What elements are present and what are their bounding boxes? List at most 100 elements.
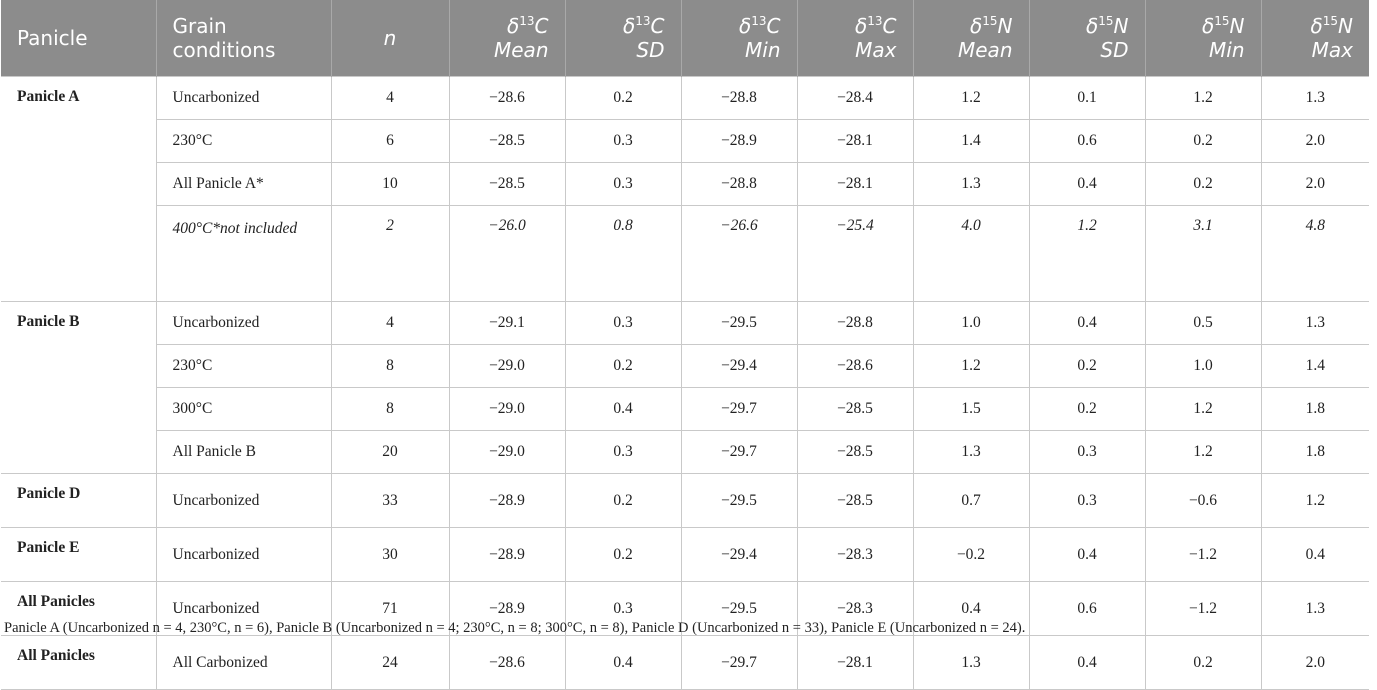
value-cell-c-max: −28.3 xyxy=(796,581,914,636)
condition-cell: Uncarbonized xyxy=(155,473,332,528)
table-body: Panicle A Uncarbonized 4 −28.6 0.2 −28.8 −28.4… xyxy=(1,76,1369,690)
condition-cell: Uncarbonized xyxy=(155,581,332,636)
panicle-cell: All Panicles xyxy=(1,581,157,636)
value-cell-n-max: 1.4 xyxy=(1260,344,1369,388)
condition-cell: 230°C xyxy=(155,344,332,388)
value-cell-c-sd: 0.3 xyxy=(564,162,682,206)
header-el: C xyxy=(882,14,897,38)
value-cell-c-sd: 0.2 xyxy=(564,344,682,388)
value-cell-c-max: −28.3 xyxy=(796,527,914,582)
value-cell-n: 24 xyxy=(330,635,450,690)
value-cell-c-sd: 0.2 xyxy=(564,473,682,528)
header-panicle: Panicle xyxy=(1,0,156,77)
header-el: N xyxy=(1338,14,1353,38)
header-sym: δ xyxy=(970,14,983,38)
header-el: C xyxy=(766,14,781,38)
value-cell-c-min: −29.4 xyxy=(680,527,798,582)
header-d13c-max: δ13C Max xyxy=(796,0,913,77)
value-cell-n: 6 xyxy=(330,119,450,163)
value-cell-n-max: 1.8 xyxy=(1260,387,1369,431)
value-cell-c-mean: −28.9 xyxy=(448,581,566,636)
value-cell-c-min: −29.5 xyxy=(680,473,798,528)
value-cell-n-sd: 0.4 xyxy=(1028,301,1146,345)
value-cell-n-mean: −0.2 xyxy=(912,527,1030,582)
value-cell-c-min: −28.8 xyxy=(680,76,798,120)
value-cell-c-sd: 0.2 xyxy=(564,76,682,120)
value-cell-n-mean: 0.7 xyxy=(912,473,1030,528)
value-cell-c-mean: −29.0 xyxy=(448,344,566,388)
value-cell-n-min: 1.2 xyxy=(1144,76,1262,120)
header-el: C xyxy=(534,14,549,38)
header-iso: 15 xyxy=(1214,14,1230,28)
header-grain-conditions-line1: Grain xyxy=(172,14,227,38)
value-cell-c-min: −29.7 xyxy=(680,635,798,690)
value-cell-n-sd: 0.1 xyxy=(1028,76,1146,120)
header-el: N xyxy=(1113,14,1129,38)
value-cell-c-sd: 0.3 xyxy=(564,301,682,345)
condition-cell: All Panicle B xyxy=(155,430,332,474)
header-stat: Min xyxy=(1209,38,1245,62)
table-row: 230°C 6 −28.5 0.3 −28.9 −28.1 1.4 0.6 0.2 2.0 xyxy=(1,119,1369,163)
condition-cell: All Carbonized xyxy=(155,635,332,690)
value-cell-c-mean: −28.9 xyxy=(448,527,566,582)
table-row: 400°C*not included 2 −26.0 0.8 −26.6 −25.4 4.0… xyxy=(1,205,1369,302)
value-cell-c-mean: −28.5 xyxy=(448,119,566,163)
value-cell-n-max: 0.4 xyxy=(1260,527,1369,582)
value-cell-c-max: −28.5 xyxy=(796,387,914,431)
value-cell-c-mean: −29.0 xyxy=(448,387,566,431)
header-d15n-mean: δ15N Mean xyxy=(912,0,1029,77)
value-cell-c-sd: 0.3 xyxy=(564,119,682,163)
header-stat: Max xyxy=(1311,38,1353,62)
value-cell-n-min: −1.2 xyxy=(1144,581,1262,636)
header-grain-conditions-line2: conditions xyxy=(172,38,276,62)
value-cell-n-max: 2.0 xyxy=(1260,635,1369,690)
value-cell-n-max: 1.2 xyxy=(1260,473,1369,528)
header-iso: 13 xyxy=(519,14,535,28)
header-row: Panicle Grain conditions n δ13C Mean δ13… xyxy=(1,0,1369,77)
panicle-cell: All Panicles xyxy=(1,635,157,690)
value-cell-n-max: 2.0 xyxy=(1260,162,1369,206)
value-cell-c-mean: −29.0 xyxy=(448,430,566,474)
value-cell-n-mean: 1.3 xyxy=(912,635,1030,690)
value-cell-c-mean: −28.9 xyxy=(448,473,566,528)
panicle-cell: Panicle A xyxy=(1,76,157,302)
value-cell-n-mean: 4.0 xyxy=(912,205,1030,302)
panicle-cell: Panicle E xyxy=(1,527,157,582)
value-cell-c-max: −28.1 xyxy=(796,119,914,163)
table-row: All Panicles All Carbonized 24 −28.6 0.4 −29.… xyxy=(1,635,1369,690)
value-cell-c-min: −28.8 xyxy=(680,162,798,206)
value-cell-n-sd: 0.2 xyxy=(1028,387,1146,431)
value-cell-c-mean: −28.5 xyxy=(448,162,566,206)
condition-cell: Uncarbonized xyxy=(155,76,332,120)
value-cell-n-max: 1.3 xyxy=(1260,76,1369,120)
value-cell-n-sd: 0.4 xyxy=(1028,635,1146,690)
value-cell-n-sd: 0.6 xyxy=(1028,581,1146,636)
header-d15n-max: δ15N Max xyxy=(1260,0,1369,77)
panicle-cell: Panicle B xyxy=(1,301,157,474)
header-d13c-min: δ13C Min xyxy=(680,0,797,77)
value-cell-n-min: 1.2 xyxy=(1144,430,1262,474)
header-iso: 13 xyxy=(751,14,767,28)
panicle-cell: Panicle D xyxy=(1,473,157,528)
condition-cell: 400°C*not included xyxy=(155,205,332,302)
value-cell-n-min: 1.0 xyxy=(1144,344,1262,388)
value-cell-n-sd: 0.3 xyxy=(1028,430,1146,474)
header-d15n-min: δ15N Min xyxy=(1144,0,1261,77)
header-d15n-sd: δ15N SD xyxy=(1028,0,1145,77)
value-cell-n-max: 1.3 xyxy=(1260,581,1369,636)
value-cell-c-max: −28.1 xyxy=(796,162,914,206)
value-cell-c-sd: 0.4 xyxy=(564,635,682,690)
value-cell-n-sd: 1.2 xyxy=(1028,205,1146,302)
table-row: Panicle A Uncarbonized 4 −28.6 0.2 −28.8 −28.4… xyxy=(1,76,1369,302)
value-cell-n-sd: 0.4 xyxy=(1028,527,1146,582)
value-cell-n-mean: 0.4 xyxy=(912,581,1030,636)
value-cell-n-mean: 1.3 xyxy=(912,430,1030,474)
header-sym: δ xyxy=(1202,14,1215,38)
value-cell-c-max: −25.4 xyxy=(796,205,914,302)
value-cell-c-max: −28.5 xyxy=(796,473,914,528)
table-row: All Panicle A* 10 −28.5 0.3 −28.8 −28.1 1.3 0.4… xyxy=(1,162,1369,206)
header-iso: 13 xyxy=(867,14,883,28)
value-cell-c-max: −28.8 xyxy=(796,301,914,345)
value-cell-c-sd: 0.8 xyxy=(564,205,682,302)
